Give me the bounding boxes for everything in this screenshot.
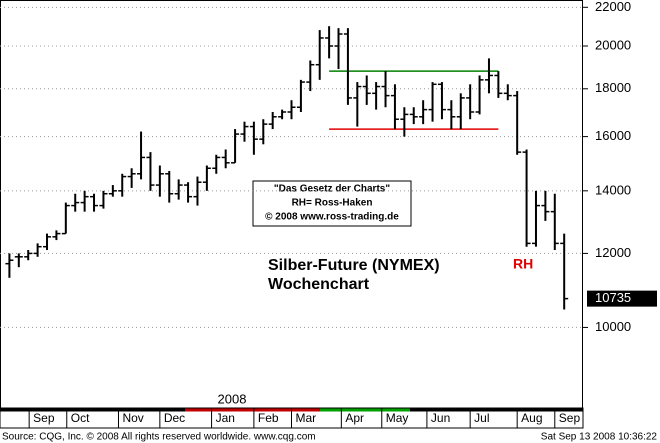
note-line: © 2008 www.ross-trading.de — [265, 212, 399, 223]
x-tick-label: Mar — [296, 411, 317, 425]
y-tick-label: 10000 — [595, 319, 631, 334]
x-tick-label: Sep — [33, 411, 55, 425]
x-tick-label: Jul — [474, 411, 489, 425]
y-tick-label: 20000 — [595, 37, 631, 52]
x-tick-label: Jan — [216, 411, 235, 425]
footer-source: Source: CQG, Inc. © 2008 All rights rese… — [2, 432, 316, 443]
y-tick-label: 16000 — [595, 128, 631, 143]
x-tick-label: Dec — [164, 411, 185, 425]
last-price-box — [587, 290, 657, 307]
marker-label: RH — [513, 256, 533, 272]
y-tick-label: 14000 — [595, 182, 631, 197]
note-line: RH= Ross-Haken — [292, 198, 373, 209]
last-price-label: 10735 — [595, 290, 631, 305]
note-line: "Das Gesetz der Charts" — [274, 184, 390, 195]
x-tick-label: Apr — [345, 411, 364, 425]
y-tick-label: 18000 — [595, 80, 631, 95]
y-tick-label: 22000 — [595, 0, 631, 14]
x-tick-label: May — [386, 411, 409, 425]
footer-timestamp: Sat Sep 13 2008 10:36:22 — [541, 432, 658, 443]
x-tick-label: Aug — [521, 411, 542, 425]
note-box — [252, 180, 412, 227]
x-tick-label: Oct — [71, 411, 90, 425]
y-tick-label: 12000 — [595, 245, 631, 260]
chart-subtitle: Wochenchart — [268, 276, 370, 293]
year-label: 2008 — [218, 391, 247, 406]
chart-title: Silber-Future (NYMEX) — [268, 257, 440, 274]
x-tick-label: Sep — [559, 411, 581, 425]
x-tick-label: Nov — [122, 411, 143, 425]
x-tick-label: Feb — [258, 411, 279, 425]
x-tick-label: Jun — [431, 411, 450, 425]
